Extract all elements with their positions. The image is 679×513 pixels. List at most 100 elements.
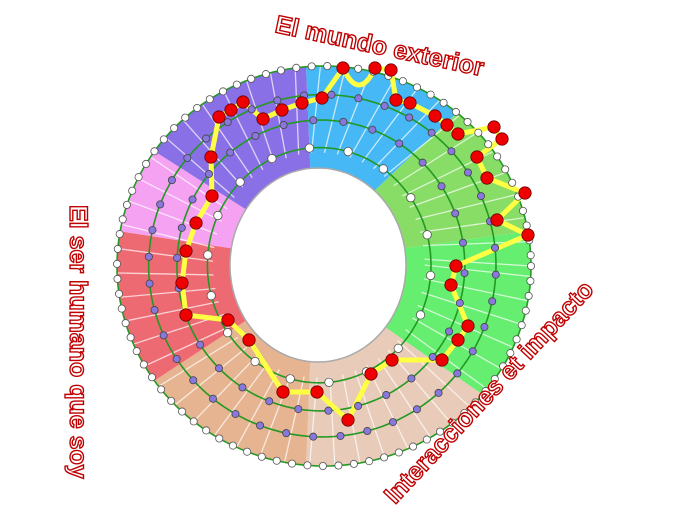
path-node — [385, 353, 399, 367]
edge-node — [422, 435, 431, 444]
inner-ring-node — [304, 143, 315, 153]
spoke-line — [420, 216, 525, 233]
path-node — [444, 278, 458, 292]
edge-node — [380, 453, 389, 462]
path-node — [428, 109, 442, 123]
inner-node — [354, 401, 363, 410]
inner-node — [447, 147, 456, 156]
nodes — [113, 61, 536, 470]
edge-node — [261, 70, 270, 79]
spoke-line — [349, 77, 396, 158]
inner-node — [324, 406, 333, 415]
inner-node — [309, 116, 318, 125]
path-node — [276, 385, 290, 399]
inner-node — [455, 299, 464, 308]
inner-ring-node — [203, 250, 213, 260]
path-node — [189, 216, 203, 230]
edge-node — [170, 124, 179, 133]
edge-node — [113, 274, 122, 283]
spoke-line — [174, 346, 248, 406]
edge-node — [113, 244, 122, 253]
path-node — [449, 259, 463, 273]
path-node — [236, 95, 250, 109]
edge-node — [413, 83, 422, 92]
edge-node — [287, 459, 296, 468]
edge-node — [292, 63, 301, 72]
edge-node — [272, 456, 281, 465]
edge-node — [128, 186, 137, 195]
edge-node — [150, 147, 159, 156]
inner-node — [434, 388, 443, 397]
inner-ring-node — [406, 193, 416, 203]
edge-node — [147, 373, 156, 382]
edge-node — [439, 98, 448, 107]
inner-node — [309, 432, 318, 441]
edge-node — [354, 64, 363, 73]
inner-node — [458, 238, 467, 247]
spoke-line — [354, 370, 386, 458]
edge-node — [115, 289, 124, 298]
edge-node — [448, 418, 457, 427]
inner-node — [204, 169, 213, 178]
inner-ring-node — [425, 270, 436, 281]
inner-node — [327, 90, 336, 99]
edge-node — [243, 447, 252, 456]
edge-node — [499, 362, 508, 371]
edge-node — [471, 398, 480, 407]
inner-node — [354, 94, 363, 103]
spoke-line — [117, 272, 214, 276]
inner-node — [145, 279, 154, 288]
spoke-line — [421, 291, 523, 326]
edge-node — [426, 90, 435, 99]
inner-node — [418, 158, 427, 167]
inner-node — [183, 154, 192, 163]
edge-node — [493, 152, 502, 161]
edge-node — [247, 74, 256, 83]
edge-node — [257, 452, 266, 461]
inner-node — [339, 117, 348, 126]
edge-node — [303, 461, 312, 470]
inner-node — [247, 105, 256, 114]
edge-node — [436, 427, 445, 436]
inner-node — [265, 397, 274, 406]
edge-node — [474, 128, 483, 137]
spoke-line — [323, 66, 347, 154]
edge-node — [122, 200, 131, 209]
edge-node — [276, 66, 285, 75]
path-node — [242, 333, 256, 347]
path-node — [470, 150, 484, 164]
spoke-line — [213, 363, 269, 436]
path-node — [518, 186, 532, 200]
inner-ring-node — [235, 177, 245, 187]
spoke-line — [424, 264, 531, 278]
inner-node — [159, 331, 168, 340]
path-node — [403, 96, 417, 110]
path-node — [451, 333, 465, 347]
spoke-line — [393, 131, 479, 187]
edge-node — [181, 113, 190, 122]
edge-node — [524, 291, 533, 300]
spoke-line — [424, 258, 532, 267]
inner-ring-node — [422, 230, 432, 240]
edge-node — [139, 360, 148, 369]
edge-node — [451, 107, 460, 116]
inner-node — [491, 270, 500, 279]
inner-node — [273, 96, 282, 105]
path-node — [275, 103, 289, 117]
path-node — [451, 127, 465, 141]
inner-node — [460, 269, 469, 278]
spoke-line — [193, 355, 258, 422]
path-node — [521, 228, 535, 242]
inner-ring-node — [378, 164, 388, 174]
inner-node — [368, 125, 377, 134]
inner-node — [251, 131, 260, 140]
inner-node — [427, 128, 436, 137]
path-node — [480, 171, 494, 185]
inner-node — [363, 427, 372, 436]
edge-node — [202, 426, 211, 435]
edge-node — [219, 87, 228, 96]
inner-node — [382, 391, 391, 400]
edge-node — [215, 434, 224, 443]
inner-node — [188, 195, 197, 204]
inner-node — [476, 192, 485, 201]
